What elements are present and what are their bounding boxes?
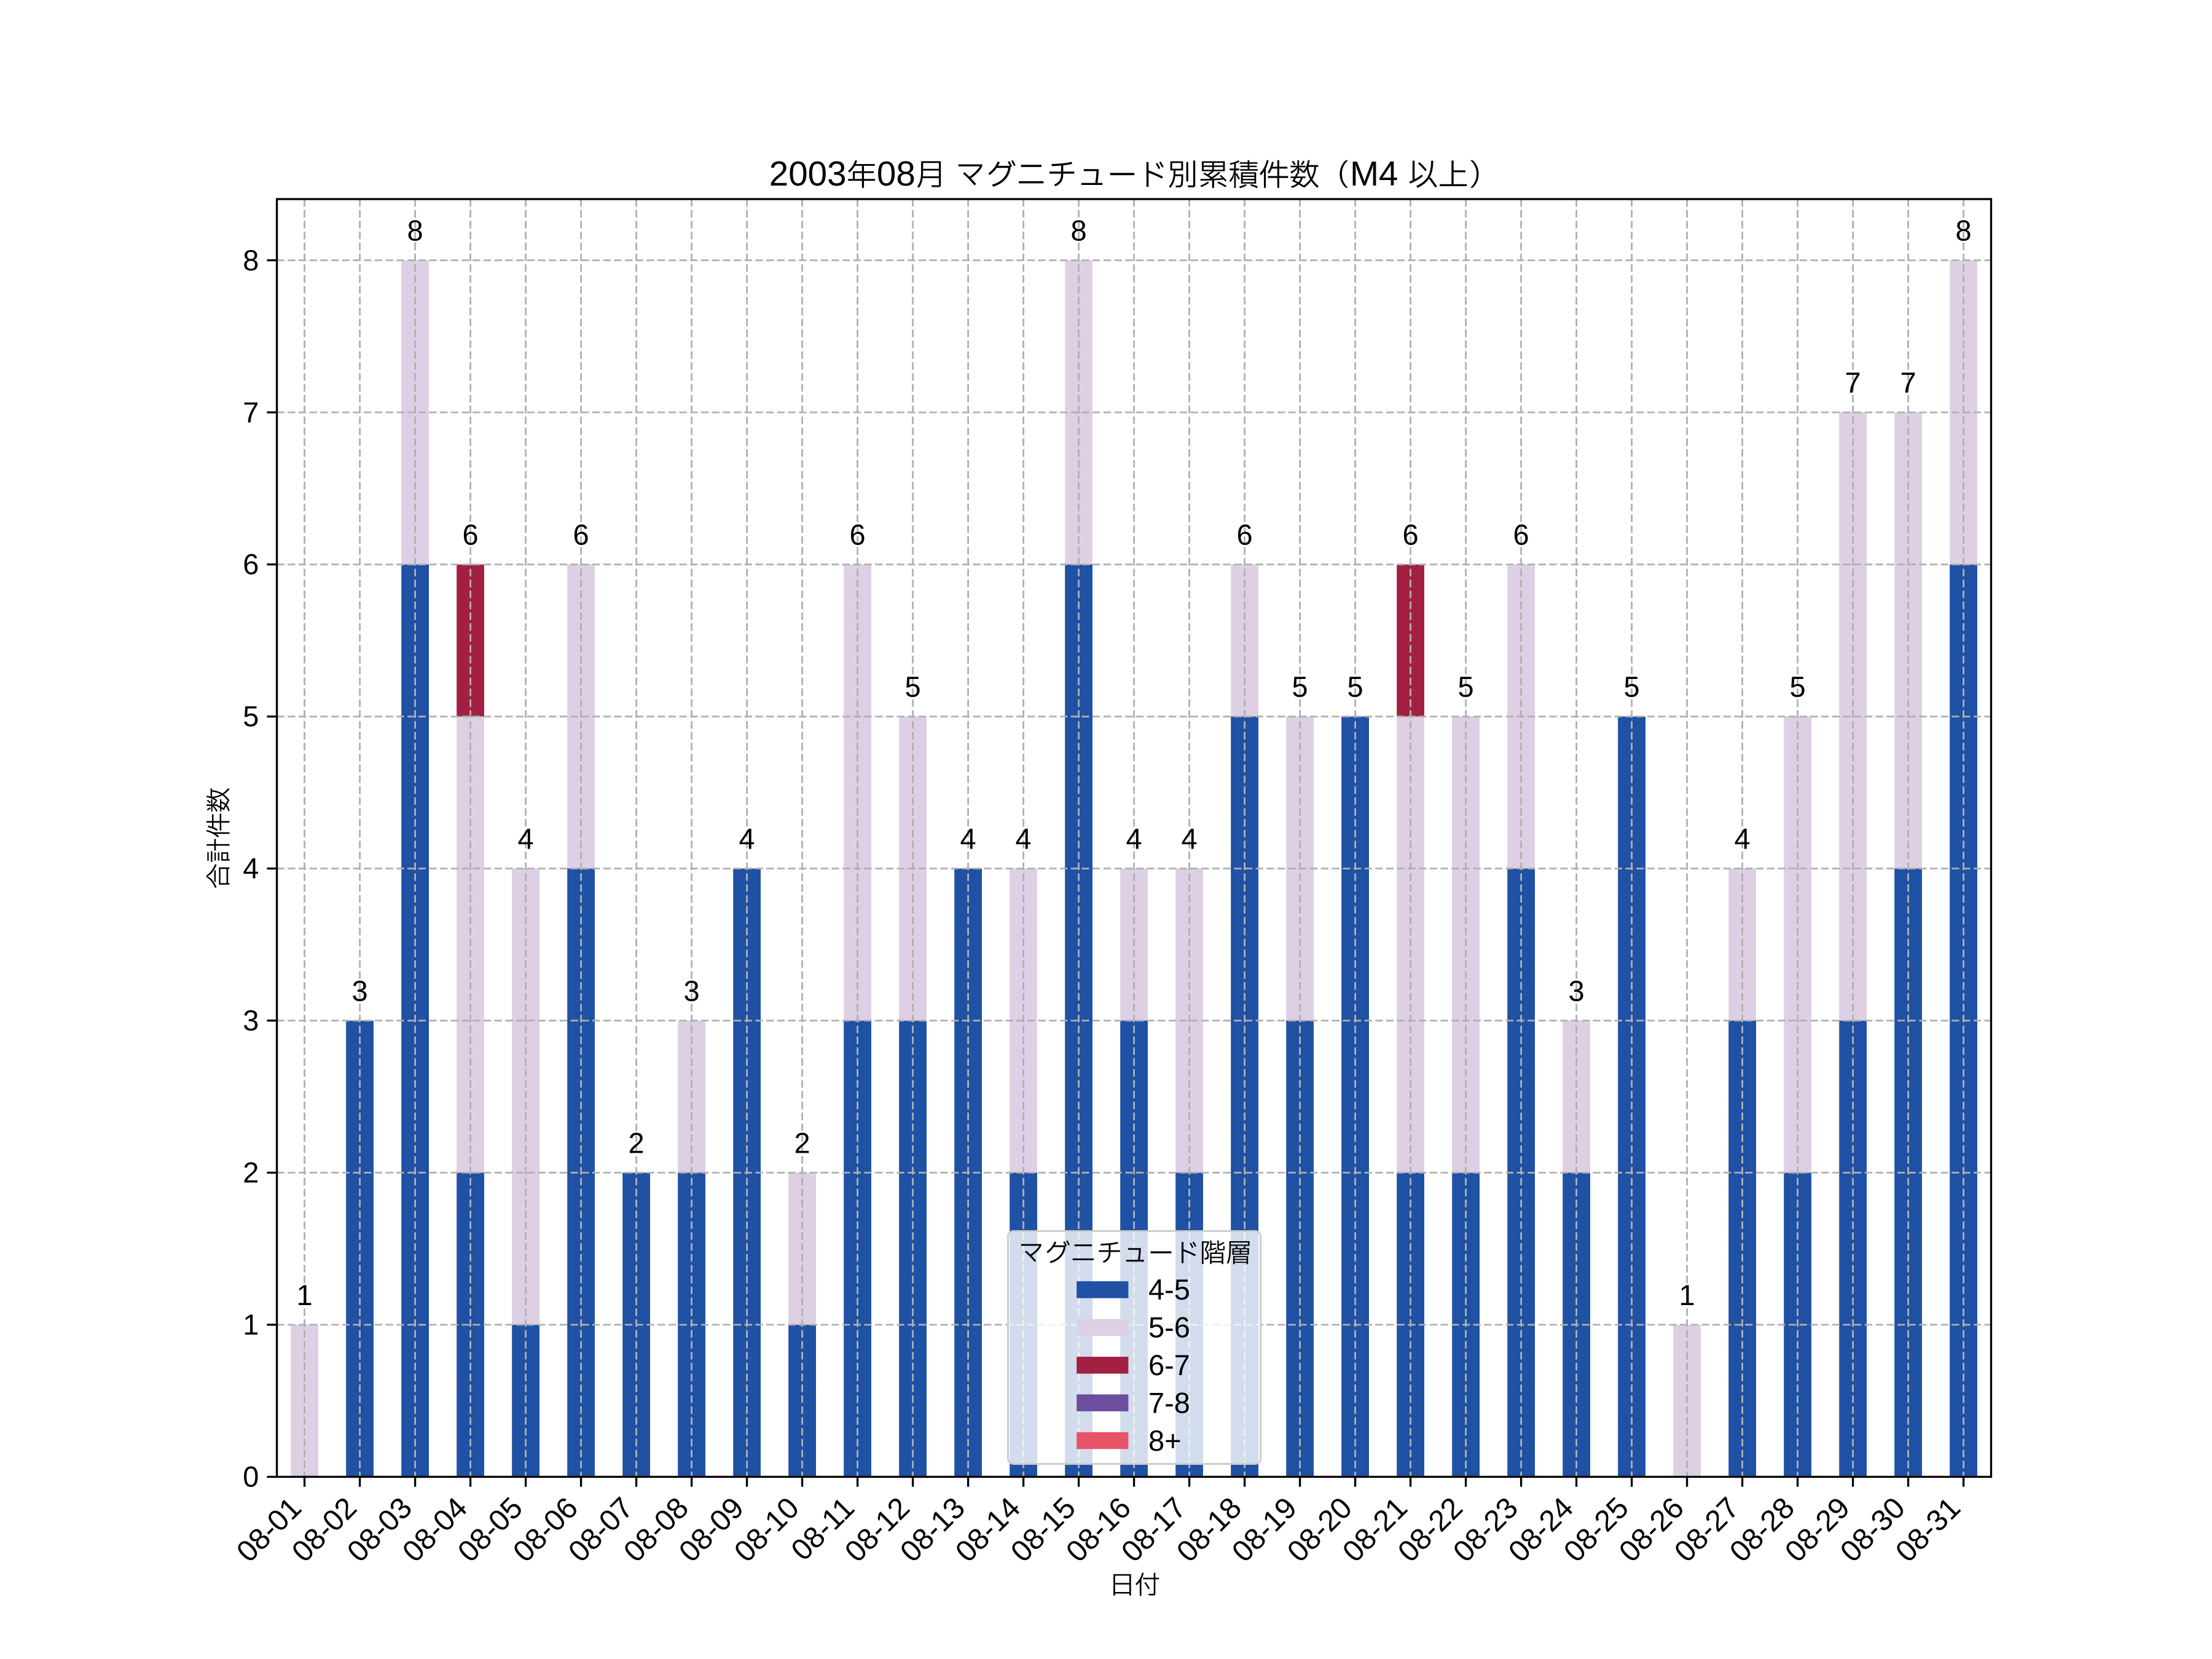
svg-text:6: 6 [850,519,866,551]
svg-text:5-6: 5-6 [1148,1311,1190,1344]
svg-text:8: 8 [407,214,423,247]
svg-text:3: 3 [352,975,368,1007]
svg-text:6: 6 [1403,519,1419,551]
svg-text:6: 6 [573,519,589,551]
svg-text:5: 5 [1347,670,1363,703]
svg-text:8: 8 [1071,214,1087,247]
svg-text:2003: 2003 [769,154,847,193]
svg-text:3: 3 [684,975,700,1007]
svg-text:4: 4 [960,823,976,855]
svg-text:5: 5 [243,700,259,732]
svg-text:4-5: 4-5 [1148,1273,1190,1306]
svg-text:5: 5 [1624,670,1640,703]
svg-text:4: 4 [518,823,534,855]
svg-text:5: 5 [905,670,921,703]
svg-text:2: 2 [243,1156,259,1189]
svg-text:4: 4 [1016,823,1032,855]
svg-text:4: 4 [1126,823,1142,855]
svg-text:4: 4 [739,823,755,855]
svg-text:7: 7 [243,396,259,428]
svg-text:1: 1 [243,1308,259,1341]
svg-text:7: 7 [1845,366,1861,399]
svg-text:6-7: 6-7 [1148,1349,1190,1381]
svg-text:08: 08 [877,154,916,193]
svg-text:8+: 8+ [1148,1424,1182,1457]
svg-text:4: 4 [243,852,259,885]
svg-text:5: 5 [1458,670,1474,703]
svg-text:6: 6 [1513,519,1529,551]
svg-text:1: 1 [297,1279,313,1311]
svg-text:7: 7 [1900,366,1916,399]
svg-text:7-8: 7-8 [1148,1386,1190,1419]
svg-text:1: 1 [1679,1279,1695,1311]
svg-text:8: 8 [243,244,259,276]
svg-text:2: 2 [629,1127,645,1159]
svg-text:3: 3 [1569,975,1585,1007]
svg-text:0: 0 [243,1461,259,1493]
svg-text:4: 4 [1182,823,1198,855]
svg-text:2: 2 [794,1127,810,1159]
svg-text:M4: M4 [1350,154,1398,193]
svg-text:4: 4 [1735,823,1751,855]
svg-text:6: 6 [1237,519,1253,551]
svg-text:6: 6 [463,519,479,551]
svg-text:3: 3 [243,1004,259,1037]
svg-text:5: 5 [1790,670,1806,703]
svg-text:5: 5 [1292,670,1308,703]
svg-text:6: 6 [243,548,259,581]
svg-text:8: 8 [1956,214,1972,247]
